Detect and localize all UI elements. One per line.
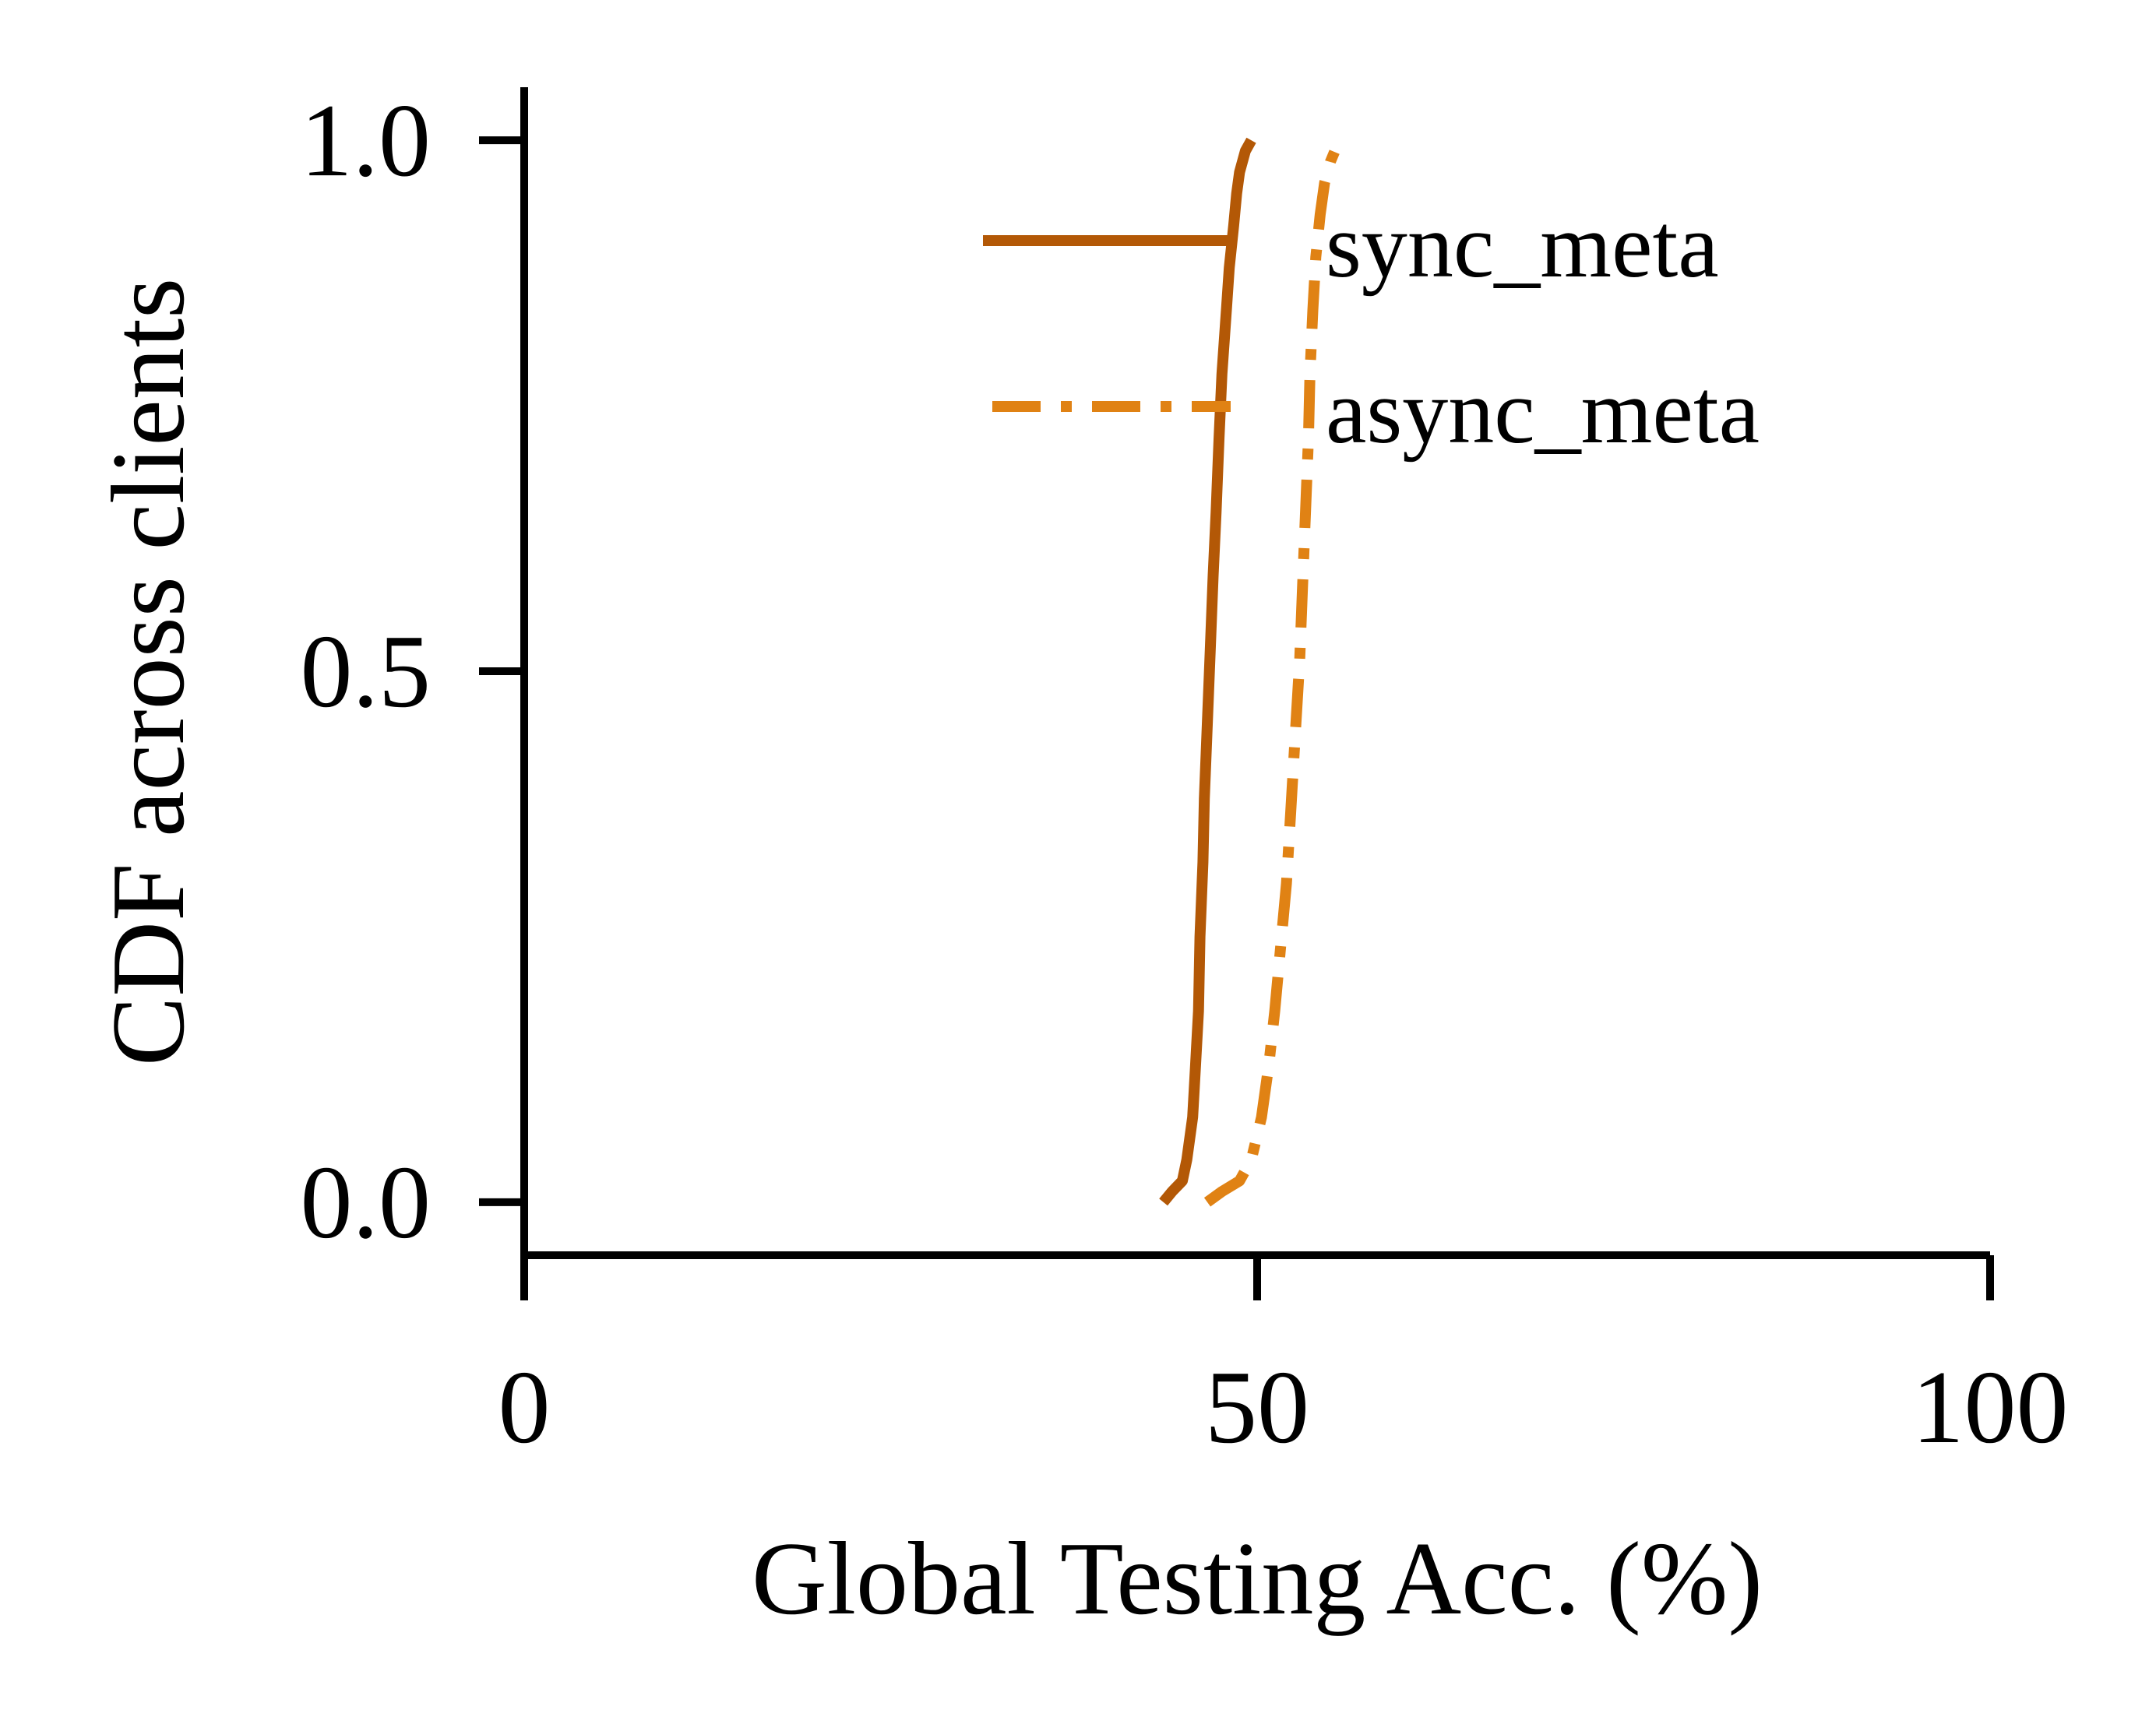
y-tick-label-0-5: 0.5 bbox=[301, 614, 432, 729]
x-tick-label-100: 100 bbox=[1912, 1349, 2069, 1465]
legend-label-sync-meta: sync_meta bbox=[1326, 195, 1719, 297]
series-line-async-meta bbox=[1203, 138, 1344, 1207]
legend-label-async-meta: async_meta bbox=[1326, 361, 1760, 463]
series-group bbox=[1159, 137, 1344, 1207]
ticks: 0 50 100 0.0 0.5 1.0 bbox=[301, 83, 2069, 1465]
x-tick-label-0: 0 bbox=[498, 1349, 551, 1465]
y-tick-label-0-0: 0.0 bbox=[301, 1145, 432, 1260]
x-axis-title: Global Testing Acc. (%) bbox=[752, 1521, 1763, 1636]
y-tick-label-1-0: 1.0 bbox=[301, 83, 432, 198]
legend: sync_meta async_meta bbox=[983, 195, 1760, 463]
series-line-sync-meta bbox=[1159, 137, 1256, 1206]
axes bbox=[520, 87, 1990, 1259]
x-tick-label-50: 50 bbox=[1205, 1349, 1309, 1465]
y-axis-title: CDF across clients bbox=[90, 278, 206, 1066]
